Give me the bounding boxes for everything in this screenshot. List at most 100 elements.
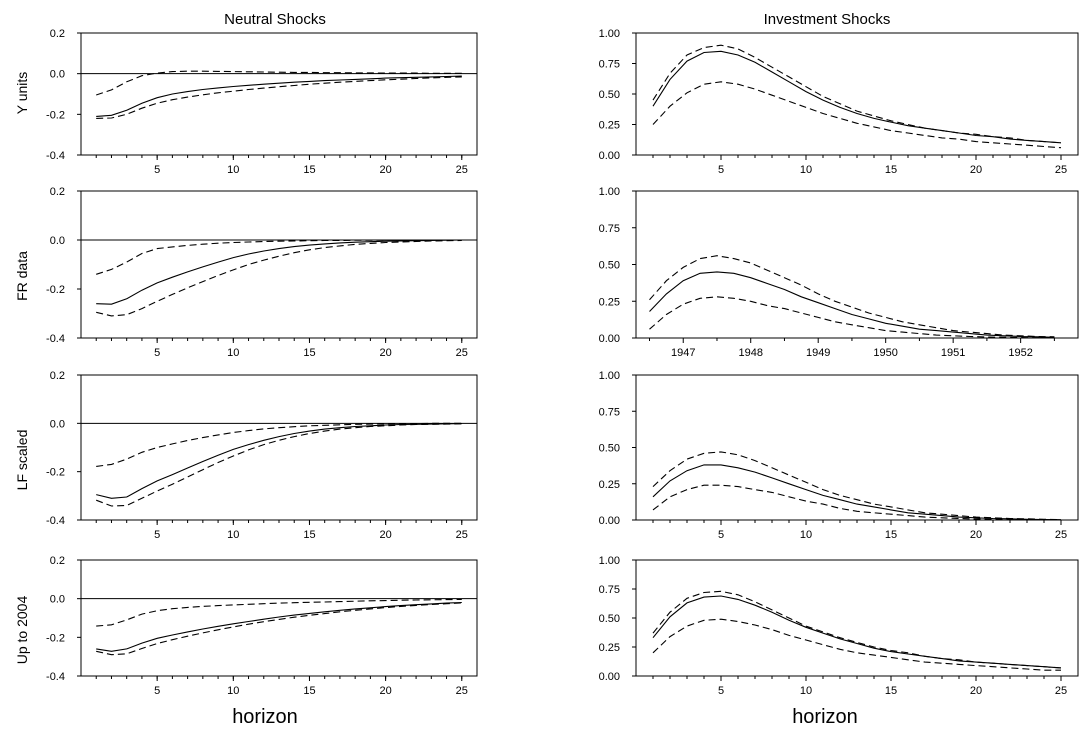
y-tick-label: 1.00 <box>599 370 620 382</box>
x-tick-label: 1950 <box>873 347 897 359</box>
x-tick-label: 10 <box>227 685 239 697</box>
plot-frame <box>80 32 478 156</box>
series-line-point-estimate <box>96 239 462 305</box>
y-tick-label: 0.00 <box>599 515 620 527</box>
series-line-point-estimate <box>96 75 462 117</box>
row-label-fr-data: FR data <box>14 251 30 301</box>
y-tick-label: 0.0 <box>50 69 65 81</box>
y-tick-label: 0.2 <box>50 186 65 198</box>
y-tick-label: 0.25 <box>599 296 620 308</box>
y-tick-label: 0.75 <box>599 406 620 418</box>
x-tick-label: 15 <box>885 164 897 176</box>
x-tick-label: 10 <box>800 164 812 176</box>
y-tick-label: -0.4 <box>46 671 65 683</box>
plot-frame <box>80 559 478 677</box>
column-title-neutral: Neutral Shocks <box>224 11 326 28</box>
x-tick-label: 1951 <box>941 347 965 359</box>
x-tick-label: 5 <box>154 529 160 541</box>
y-tick-label: 1.00 <box>599 28 620 40</box>
panel-r4-c1: -0.4 -0.2 0.0 0.2 5 10 15 20 25 <box>46 555 478 697</box>
series-line-confidence-band-2 <box>652 81 1062 149</box>
plot-frame <box>635 32 1079 156</box>
x-tick-label: 20 <box>970 164 982 176</box>
y-tick-label: 0.2 <box>50 370 65 382</box>
row-label-lf-scaled: LF scaled <box>14 430 30 491</box>
y-tick-label: -0.4 <box>46 150 65 162</box>
series-line-point-estimate <box>652 50 1062 144</box>
series-line-point-estimate <box>652 595 1062 669</box>
series-line-point-estimate <box>649 271 1055 338</box>
y-tick-label: -0.2 <box>46 109 65 121</box>
series-line-point-estimate <box>96 601 462 652</box>
series-line-confidence-band-2 <box>96 423 462 507</box>
x-tick-label: 25 <box>1055 529 1067 541</box>
y-tick-label: -0.4 <box>46 515 65 527</box>
x-tick-label: 5 <box>154 164 160 176</box>
x-tick-label: 15 <box>303 529 315 541</box>
y-tick-label: 0.50 <box>599 443 620 455</box>
x-tick-label: 25 <box>1055 685 1067 697</box>
x-axis-label-investment: horizon <box>792 706 858 728</box>
y-tick-label: 0.50 <box>599 260 620 272</box>
y-tick-label: -0.2 <box>46 284 65 296</box>
y-tick-label: 0.0 <box>50 594 65 606</box>
x-tick-label: 25 <box>456 685 468 697</box>
row-label-up-to-2004: Up to 2004 <box>14 596 30 665</box>
y-tick-label: -0.2 <box>46 632 65 644</box>
panel-r4-c2: 0.00 0.25 0.50 0.75 1.00 5 10 15 20 25 <box>599 555 1079 697</box>
x-tick-label: 5 <box>718 164 724 176</box>
series-line-confidence-band-2 <box>649 296 1055 339</box>
x-tick-label: 15 <box>885 685 897 697</box>
panel-r2-c1: -0.4 -0.2 0.0 0.2 5 10 15 20 25 <box>46 186 478 359</box>
x-tick-label: 1949 <box>806 347 830 359</box>
y-tick-label: 0.25 <box>599 642 620 654</box>
y-tick-label: 0.2 <box>50 555 65 567</box>
x-tick-label: 15 <box>303 164 315 176</box>
series-line-confidence-band-1 <box>96 598 462 627</box>
x-tick-label: 25 <box>456 164 468 176</box>
panel-r1-c2: 0.00 0.25 0.50 0.75 1.00 5 10 15 20 25 <box>599 28 1079 176</box>
y-tick-label: -0.4 <box>46 333 65 345</box>
x-tick-label: 25 <box>456 529 468 541</box>
y-tick-label: 0.0 <box>50 235 65 247</box>
x-tick-label: 15 <box>303 347 315 359</box>
series-line-confidence-band-2 <box>96 602 462 656</box>
series-line-point-estimate <box>652 464 1062 521</box>
y-tick-label: 1.00 <box>599 555 620 567</box>
y-tick-label: 0.25 <box>599 479 620 491</box>
plot-frame <box>635 559 1079 677</box>
x-tick-label: 10 <box>800 685 812 697</box>
x-tick-label: 15 <box>303 685 315 697</box>
y-tick-label: 0.50 <box>599 89 620 101</box>
panel-r2-c2: 0.00 0.25 0.50 0.75 1.00 1947 1948 1949 1950 1951… <box>599 186 1079 359</box>
series-line-confidence-band-1 <box>96 422 462 467</box>
row-label-y-units: Y units <box>14 72 30 115</box>
y-tick-label: -0.2 <box>46 467 65 479</box>
y-tick-label: 0.00 <box>599 671 620 683</box>
x-tick-label: 1948 <box>738 347 762 359</box>
y-tick-label: 0.75 <box>599 584 620 596</box>
y-tick-label: 0.50 <box>599 613 620 625</box>
y-tick-label: 0.00 <box>599 150 620 162</box>
x-tick-label: 10 <box>227 164 239 176</box>
y-tick-label: 0.0 <box>50 418 65 430</box>
x-tick-label: 1952 <box>1008 347 1032 359</box>
y-tick-label: 0.25 <box>599 120 620 132</box>
series-line-confidence-band-2 <box>652 618 1061 671</box>
x-tick-label: 20 <box>970 529 982 541</box>
plot-frame <box>80 190 478 339</box>
x-axis-label-neutral: horizon <box>232 706 298 728</box>
x-tick-label: 10 <box>227 529 239 541</box>
series-line-confidence-band-1 <box>649 255 1055 338</box>
x-tick-label: 10 <box>800 529 812 541</box>
x-tick-label: 15 <box>885 529 897 541</box>
panel-r3-c2: 0.00 0.25 0.50 0.75 1.00 5 10 15 20 25 <box>599 370 1079 541</box>
x-tick-label: 20 <box>379 164 391 176</box>
x-tick-label: 5 <box>718 529 724 541</box>
x-tick-label: 25 <box>456 347 468 359</box>
series-line-point-estimate <box>96 423 462 499</box>
x-tick-label: 20 <box>379 347 391 359</box>
x-tick-label: 20 <box>379 529 391 541</box>
x-tick-label: 10 <box>227 347 239 359</box>
